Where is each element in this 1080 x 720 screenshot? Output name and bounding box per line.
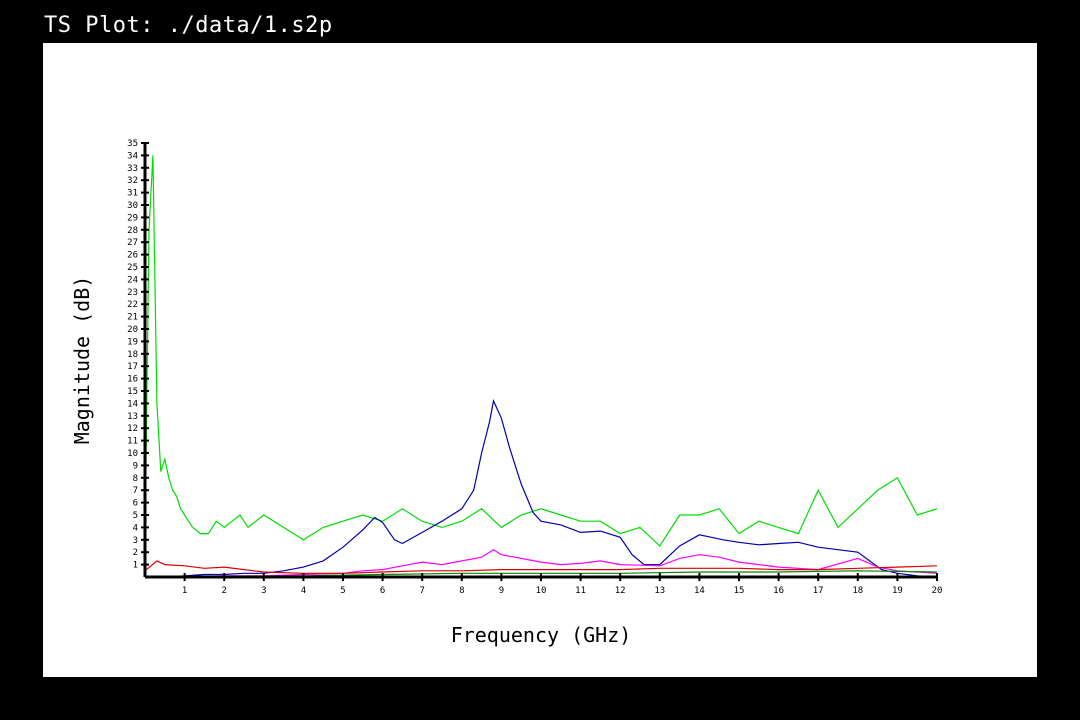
series-line-0 bbox=[144, 155, 938, 547]
y-tick-label: 19 bbox=[127, 337, 138, 347]
y-tick-label: 34 bbox=[127, 151, 138, 161]
y-tick-label: 25 bbox=[127, 263, 138, 273]
y-tick-label: 1 bbox=[133, 561, 138, 571]
y-tick-label: 28 bbox=[127, 226, 138, 236]
x-tick-label: 1 bbox=[182, 586, 187, 596]
x-tick-label: 4 bbox=[301, 586, 306, 596]
y-tick-label: 6 bbox=[133, 499, 138, 509]
y-tick-label: 13 bbox=[127, 412, 138, 422]
x-tick-label: 20 bbox=[932, 586, 943, 596]
y-tick-label: 22 bbox=[127, 300, 138, 310]
y-tick-label: 3 bbox=[133, 536, 138, 546]
y-tick-label: 29 bbox=[127, 213, 138, 223]
y-tick-label: 30 bbox=[127, 201, 138, 211]
y-tick-label: 8 bbox=[133, 474, 138, 484]
x-tick-label: 19 bbox=[892, 586, 903, 596]
x-tick-label: 7 bbox=[419, 586, 424, 596]
y-tick-label: 23 bbox=[127, 288, 138, 298]
axis-layer bbox=[143, 143, 937, 579]
x-tick-label: 3 bbox=[261, 586, 266, 596]
series-layer bbox=[144, 155, 938, 578]
series-line-2 bbox=[145, 548, 938, 578]
y-tick-label: 15 bbox=[127, 387, 138, 397]
y-axis-title: Magnitude (dB) bbox=[70, 276, 94, 445]
y-tick-label: 35 bbox=[127, 139, 138, 149]
y-tick-label: 5 bbox=[133, 511, 138, 521]
x-tick-label: 15 bbox=[734, 586, 745, 596]
y-tick-label: 32 bbox=[127, 176, 138, 186]
y-tick-label: 2 bbox=[133, 548, 138, 558]
x-tick-label: 13 bbox=[654, 586, 665, 596]
x-tick-label: 12 bbox=[615, 586, 626, 596]
y-tick-label: 17 bbox=[127, 362, 138, 372]
y-tick-label: 24 bbox=[127, 275, 138, 285]
x-tick-label: 8 bbox=[459, 586, 464, 596]
series-line-1 bbox=[145, 398, 938, 578]
series-line-3 bbox=[144, 560, 938, 574]
chart: 1 2 3 4 5 6 7 8 9 10 11 12 13 14 15 16 17 18 19 20123456789… bbox=[70, 139, 942, 647]
window-title: TS Plot: ./data/1.s2p bbox=[44, 13, 333, 38]
y-tick-label: 33 bbox=[127, 164, 138, 174]
y-tick-label: 4 bbox=[133, 523, 138, 533]
x-tick-label: 14 bbox=[694, 586, 705, 596]
x-tick-label: 10 bbox=[536, 586, 547, 596]
x-tick-label: 16 bbox=[773, 586, 784, 596]
x-tick-label: 17 bbox=[813, 586, 824, 596]
y-tick-label: 12 bbox=[127, 424, 138, 434]
y-tick-label: 31 bbox=[127, 189, 138, 199]
y-tick-label: 7 bbox=[133, 486, 138, 496]
x-tick-label: 2 bbox=[221, 586, 226, 596]
y-tick-label: 9 bbox=[133, 461, 138, 471]
y-tick-label: 21 bbox=[127, 313, 138, 323]
y-tick-label: 26 bbox=[127, 251, 138, 261]
plot-area: 1 2 3 4 5 6 7 8 9 10 11 12 13 14 15 16 17 18 19 20 1 2 3 4 5 6 7 8 9… bbox=[43, 43, 1037, 677]
x-tick-label: 11 bbox=[575, 586, 586, 596]
y-tick-label: 11 bbox=[127, 437, 138, 447]
y-tick-label: 18 bbox=[127, 350, 138, 360]
x-tick-label: 18 bbox=[852, 586, 863, 596]
tick-layer: 1 2 3 4 5 6 7 8 9 10 11 12 13 14 15 16 17 18 19 20123456789… bbox=[127, 139, 942, 596]
y-tick-label: 20 bbox=[127, 325, 138, 335]
x-tick-label: 5 bbox=[340, 586, 345, 596]
y-tick-label: 10 bbox=[127, 449, 138, 459]
y-tick-label: 16 bbox=[127, 375, 138, 385]
y-tick-label: 27 bbox=[127, 238, 138, 248]
x-axis-title: Frequency (GHz) bbox=[451, 623, 632, 647]
y-tick-label: 14 bbox=[127, 399, 138, 409]
x-tick-label: 6 bbox=[380, 586, 385, 596]
x-tick-label: 9 bbox=[499, 586, 504, 596]
